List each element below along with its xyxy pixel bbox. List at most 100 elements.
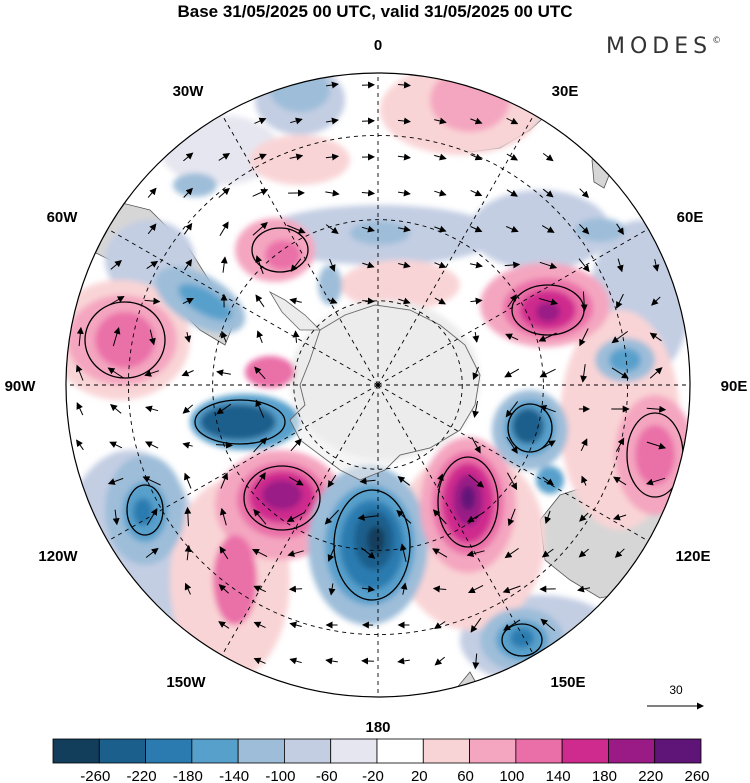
meridian-120 (377, 384, 649, 542)
wind-vector (470, 153, 483, 161)
wind-vector (468, 474, 485, 488)
wind-vector (107, 477, 124, 485)
wind-vector (220, 256, 228, 273)
wind-vector (326, 117, 339, 125)
wind-vector (505, 401, 519, 418)
wind-vector (472, 366, 480, 381)
wind-vector (579, 223, 590, 235)
wind-vector (506, 436, 518, 454)
latitude-circle-1 (293, 300, 463, 470)
wind-vector (437, 473, 444, 488)
colorbar-tick-label: 20 (411, 768, 428, 783)
wind-vector (219, 507, 227, 526)
colorbar-swatch (654, 738, 702, 764)
wind-vector (184, 582, 192, 595)
wind-vector (539, 261, 558, 270)
wind-vector (325, 189, 340, 197)
lon-label-120w: 120W (38, 548, 78, 565)
wind-vector (504, 547, 519, 559)
wind-vector (362, 261, 375, 269)
colorbar-swatch (98, 738, 146, 764)
colorbar-swatch (515, 738, 563, 764)
map-title: Base 31/05/2025 00 UTC, valid 31/05/2025… (177, 2, 573, 21)
wind-vector (76, 439, 84, 451)
wind-vector (432, 548, 448, 558)
wind-vector (616, 223, 624, 236)
wind-vector (216, 369, 231, 377)
wind-vector (145, 441, 159, 449)
map-border (65, 72, 691, 698)
wind-vector (147, 223, 157, 235)
wind-vector (506, 189, 518, 197)
wind-vector (434, 225, 447, 233)
wind-vector (144, 370, 160, 377)
wind-vector (400, 582, 408, 595)
wind-vector (398, 225, 411, 233)
wind-vector (434, 117, 447, 125)
colorbar-swatch (608, 738, 656, 764)
wind-vector (216, 403, 232, 415)
colorbar-swatch (237, 738, 285, 764)
wind-vector (506, 153, 519, 161)
wind-vector (472, 332, 480, 343)
wind-vector (507, 294, 517, 308)
lon-label-150w: 150W (166, 674, 206, 691)
wind-vector (434, 297, 446, 305)
colorbar-swatch (330, 738, 378, 764)
wind-vector (506, 225, 519, 233)
antarctic-peninsula (268, 290, 321, 331)
wind-vector (470, 117, 483, 125)
wind-vector (183, 152, 194, 162)
colorbar-swatch (422, 738, 470, 764)
lon-label-0: 0 (374, 37, 382, 54)
wind-vector (76, 326, 84, 347)
wind-vector (252, 222, 268, 236)
wind-vector (397, 153, 411, 161)
wind-vector (183, 222, 193, 235)
colorbar-tick-label: -220 (127, 768, 157, 783)
wind-vector (399, 543, 407, 562)
reference-vector: 30 (647, 683, 704, 710)
wind-vector (218, 187, 230, 198)
wind-vector (398, 261, 411, 269)
wind-vector (218, 584, 229, 594)
wind-vector (254, 472, 266, 490)
wind-vector (506, 472, 518, 491)
wind-vector (396, 509, 412, 524)
wind-vector (397, 657, 410, 665)
wind-vector (504, 261, 521, 269)
wind-vector (184, 544, 192, 561)
wind-vector (288, 585, 303, 593)
wind-vector (503, 619, 521, 631)
wind-vector (75, 364, 84, 381)
wind-vector (539, 404, 556, 413)
wind-vector (504, 368, 520, 378)
antarctica-land (289, 304, 481, 481)
colorbar-tick-label: -60 (316, 768, 338, 783)
wind-vector (611, 330, 628, 344)
wind-vector (616, 293, 624, 309)
wind-vector (432, 509, 447, 525)
wind-vector (580, 291, 588, 312)
colorbar: -260 -220 -180 -140 -100 -60 -20 20 60 100 140 180 2… (52, 738, 710, 783)
wind-vector (182, 404, 194, 414)
wind-vector (112, 509, 120, 526)
colorbar-swatch (52, 738, 100, 764)
colorbar-tick-label: -180 (173, 768, 203, 783)
colorbar-swatch (191, 738, 239, 764)
wind-vector (254, 117, 267, 125)
colorbar-tick-label: 60 (457, 768, 474, 783)
wind-vector (652, 259, 660, 272)
wind-vector (288, 476, 304, 486)
lon-label-150e: 150E (550, 674, 585, 691)
wind-vector (649, 367, 663, 379)
wind-vector (613, 476, 627, 486)
wind-vector (470, 189, 483, 197)
wind-vector (109, 441, 123, 449)
latitude-circle-2 (212, 219, 544, 551)
wind-vector (328, 583, 336, 596)
wind-vector (579, 188, 590, 199)
wind-vector (142, 476, 161, 486)
wind-vector (325, 224, 339, 234)
